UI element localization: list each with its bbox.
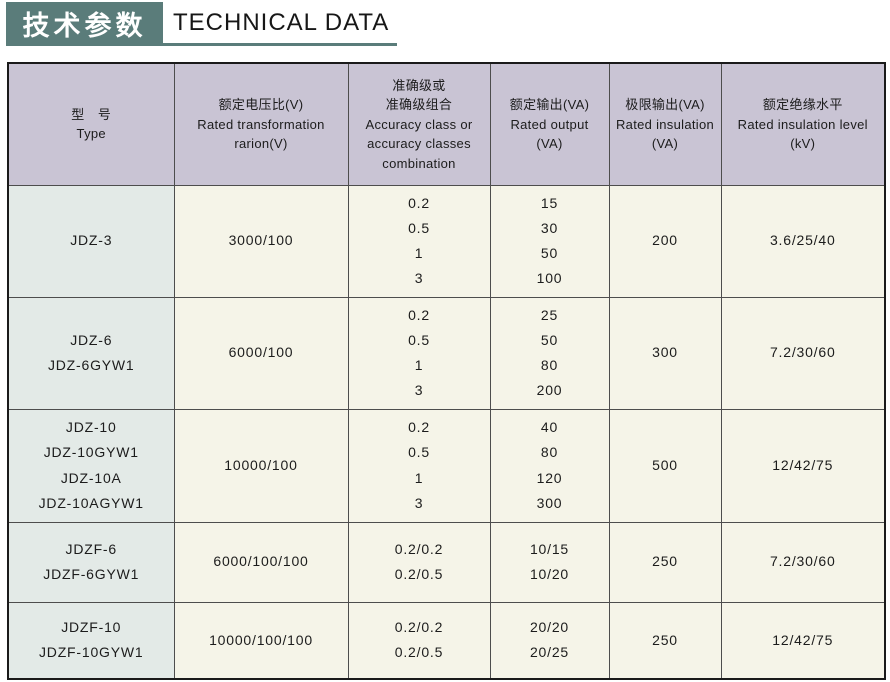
technical-data-table: 型 号 Type 额定电压比(V) Rated transformation r… — [7, 62, 886, 680]
column-header-rated-voltage-ratio: 额定电压比(V) Rated transformation rarion(V) — [173, 62, 349, 186]
cell-limit-output: 300 — [608, 296, 722, 410]
cell-type: JDZ-3 — [7, 184, 175, 298]
cell-rated-output: 15 30 50 100 — [489, 184, 610, 298]
cell-type: JDZ-6 JDZ-6GYW1 — [7, 296, 175, 410]
table-row: JDZF-10 JDZF-10GYW1 10000/100/100 0.2/0.… — [7, 601, 886, 680]
cell-accuracy: 0.2 0.5 1 3 — [347, 408, 491, 523]
cell-rated-output: 20/20 20/25 — [489, 601, 610, 680]
cell-insulation-level: 12/42/75 — [720, 408, 886, 523]
cell-limit-output: 500 — [608, 408, 722, 523]
cell-insulation-level: 12/42/75 — [720, 601, 886, 680]
table-row: JDZF-6 JDZF-6GYW1 6000/100/100 0.2/0.2 0… — [7, 521, 886, 603]
table-row: JDZ-3 3000/100 0.2 0.5 1 3 15 30 50 100 … — [7, 184, 886, 298]
table-row: JDZ-10 JDZ-10GYW1 JDZ-10A JDZ-10AGYW1 10… — [7, 408, 886, 523]
cell-accuracy: 0.2 0.5 1 3 — [347, 184, 491, 298]
column-header-rated-output: 额定输出(VA) Rated output (VA) — [489, 62, 610, 186]
cell-ratio: 3000/100 — [173, 184, 349, 298]
section-title-en: TECHNICAL DATA — [163, 2, 398, 46]
column-header-accuracy-class: 准确级或 准确级组合 Accuracy class or accuracy cl… — [347, 62, 491, 186]
table-row: JDZ-6 JDZ-6GYW1 6000/100 0.2 0.5 1 3 25 … — [7, 296, 886, 410]
cell-ratio: 10000/100/100 — [173, 601, 349, 680]
cell-insulation-level: 3.6/25/40 — [720, 184, 886, 298]
column-header-type: 型 号 Type — [7, 62, 175, 186]
cell-accuracy: 0.2/0.2 0.2/0.5 — [347, 521, 491, 603]
table-header-row: 型 号 Type 额定电压比(V) Rated transformation r… — [7, 62, 886, 186]
cell-insulation-level: 7.2/30/60 — [720, 521, 886, 603]
cell-rated-output: 40 80 120 300 — [489, 408, 610, 523]
cell-ratio: 6000/100 — [173, 296, 349, 410]
column-header-limit-output: 极限输出(VA) Rated insulation (VA) — [608, 62, 722, 186]
cell-limit-output: 200 — [608, 184, 722, 298]
cell-type: JDZF-10 JDZF-10GYW1 — [7, 601, 175, 680]
cell-rated-output: 10/15 10/20 — [489, 521, 610, 603]
cell-type: JDZ-10 JDZ-10GYW1 JDZ-10A JDZ-10AGYW1 — [7, 408, 175, 523]
cell-limit-output: 250 — [608, 521, 722, 603]
column-header-insulation-level: 额定绝缘水平 Rated insulation level (kV) — [720, 62, 886, 186]
cell-rated-output: 25 50 80 200 — [489, 296, 610, 410]
cell-accuracy: 0.2/0.2 0.2/0.5 — [347, 601, 491, 680]
cell-accuracy: 0.2 0.5 1 3 — [347, 296, 491, 410]
cell-insulation-level: 7.2/30/60 — [720, 296, 886, 410]
page-header: 技术参数 TECHNICAL DATA — [6, 2, 398, 46]
cell-type: JDZF-6 JDZF-6GYW1 — [7, 521, 175, 603]
cell-ratio: 10000/100 — [173, 408, 349, 523]
cell-limit-output: 250 — [608, 601, 722, 680]
section-title-zh: 技术参数 — [6, 2, 163, 46]
cell-ratio: 6000/100/100 — [173, 521, 349, 603]
